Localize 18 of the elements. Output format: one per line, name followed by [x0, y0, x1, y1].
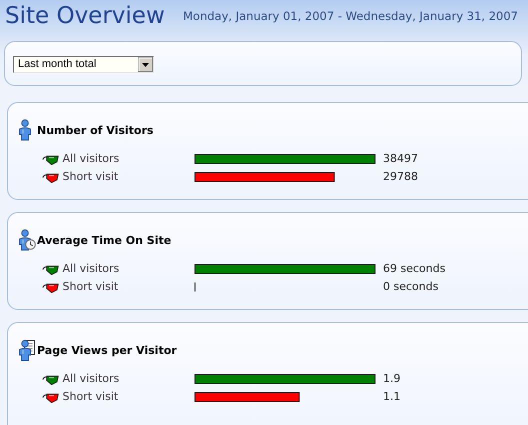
- data-label: 1.9: [383, 372, 400, 385]
- y-tick-label: All visitors: [62, 372, 120, 385]
- dropdown: Last month total: [13, 56, 154, 73]
- y-tick-label: All visitors: [62, 262, 120, 275]
- data-label: 1.1: [383, 390, 400, 403]
- y-tick-label: All visitors: [62, 152, 120, 165]
- data-label: 29788: [383, 170, 418, 183]
- data-label: 0 seconds: [383, 280, 439, 293]
- text: Site Overview: [5, 2, 165, 31]
- y-tick-label: Short visit: [62, 280, 119, 293]
- data-label: 38497: [383, 152, 418, 165]
- text: Monday, January 01, 2007 - Wednesday, January 31, 2007: [183, 9, 518, 23]
- data-label: 69 seconds: [383, 262, 446, 275]
- text: Page Views per Visitor: [37, 344, 178, 357]
- y-tick-label: Short visit: [62, 170, 119, 183]
- text: Number of Visitors: [37, 124, 154, 137]
- text: Average Time On Site: [37, 234, 172, 247]
- y-tick-label: Short visit: [62, 390, 119, 403]
